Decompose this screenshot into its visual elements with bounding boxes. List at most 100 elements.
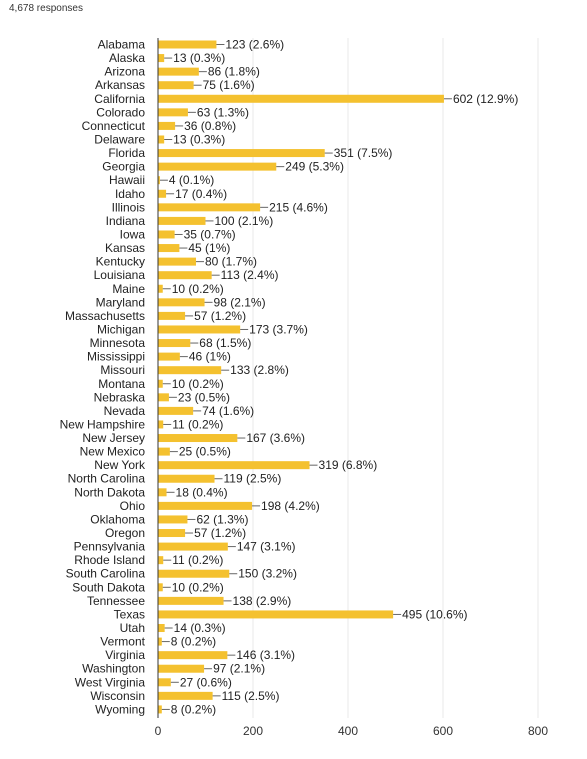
bar (158, 583, 163, 592)
category-label: New Mexico (80, 445, 146, 459)
bar (158, 162, 277, 171)
data-label: 602 (12.9%) (453, 92, 518, 106)
category-label: Florida (108, 146, 145, 160)
category-label: Illinois (112, 200, 145, 214)
data-label: 75 (1.6%) (203, 78, 255, 92)
category-label: Nebraska (94, 390, 146, 404)
bar (158, 447, 170, 456)
category-label: New Jersey (82, 431, 145, 445)
bar (158, 705, 162, 714)
category-label: Hawaii (109, 173, 145, 187)
category-label: Georgia (102, 160, 145, 174)
category-label: Colorado (96, 105, 145, 119)
data-label: 13 (0.3%) (173, 51, 225, 65)
category-label: Idaho (115, 187, 145, 201)
bar (158, 366, 222, 375)
category-label: North Carolina (68, 472, 146, 486)
data-label: 113 (2.4%) (221, 268, 279, 282)
x-tick-label: 400 (338, 724, 358, 738)
bar (158, 108, 188, 117)
bar (158, 515, 188, 524)
bar (158, 569, 230, 578)
bar (158, 461, 310, 470)
x-tick-label: 200 (243, 724, 263, 738)
category-label: Alabama (98, 38, 146, 52)
category-label: Delaware (94, 132, 145, 146)
bar (158, 284, 163, 293)
category-label: New York (94, 458, 146, 472)
data-label: 215 (4.6%) (269, 200, 328, 214)
data-label: 319 (6.8%) (319, 458, 378, 472)
data-label: 4 (0.1%) (169, 173, 214, 187)
category-label: Ohio (120, 499, 146, 513)
data-label: 98 (2.1%) (214, 295, 266, 309)
bar (158, 637, 162, 646)
category-label: Louisiana (94, 268, 146, 282)
category-label: Minnesota (90, 336, 146, 350)
category-label: Alaska (109, 51, 145, 65)
category-label: Connecticut (82, 119, 146, 133)
bar (158, 325, 241, 334)
data-label: 249 (5.3%) (285, 160, 344, 174)
bar (158, 135, 165, 144)
data-label: 18 (0.4%) (176, 485, 228, 499)
data-label: 97 (2.1%) (213, 662, 265, 676)
data-label: 74 (1.6%) (202, 404, 254, 418)
category-label: Wisconsin (90, 689, 145, 703)
category-label: Vermont (100, 635, 145, 649)
data-label: 11 (0.2%) (172, 553, 223, 567)
category-label: Arizona (104, 65, 145, 79)
data-label: 115 (2.5%) (222, 689, 280, 703)
bar (158, 94, 444, 103)
bar (158, 54, 165, 63)
data-label: 100 (2.1%) (215, 214, 274, 228)
response-count: 4,678 responses (9, 3, 83, 14)
bar (158, 244, 180, 253)
bar (158, 556, 164, 565)
data-label: 36 (0.8%) (184, 119, 236, 133)
data-label: 27 (0.6%) (180, 675, 232, 689)
data-label: 80 (1.7%) (205, 255, 257, 269)
bar (158, 379, 163, 388)
bar (158, 298, 205, 307)
bar (158, 339, 191, 348)
data-label: 167 (3.6%) (246, 431, 305, 445)
category-label: Massachusetts (65, 309, 145, 323)
x-tick-label: 0 (155, 724, 162, 738)
category-label: Indiana (106, 214, 146, 228)
bar (158, 678, 171, 687)
data-label: 138 (2.9%) (233, 594, 292, 608)
category-label: Wyoming (95, 702, 145, 716)
data-label: 13 (0.3%) (173, 132, 225, 146)
bar (158, 488, 167, 497)
bar (158, 393, 169, 402)
bar (158, 40, 217, 49)
bar (158, 596, 224, 605)
bar (158, 434, 238, 443)
category-label: North Dakota (74, 485, 145, 499)
category-label: Michigan (97, 322, 145, 336)
category-label: California (94, 92, 145, 106)
category-label: Texas (114, 607, 145, 621)
data-label: 45 (1%) (188, 241, 230, 255)
data-label: 14 (0.3%) (174, 621, 226, 635)
bar (158, 651, 228, 660)
category-label: Virginia (105, 648, 145, 662)
category-label: Montana (98, 377, 145, 391)
bar (158, 529, 186, 538)
bar (158, 271, 212, 280)
bar (158, 610, 394, 619)
data-label: 351 (7.5%) (334, 146, 393, 160)
category-label: West Virginia (75, 675, 146, 689)
data-label: 198 (4.2%) (261, 499, 320, 513)
data-label: 8 (0.2%) (171, 635, 216, 649)
data-label: 63 (1.3%) (197, 105, 249, 119)
bar (158, 691, 213, 700)
bar (158, 624, 165, 633)
data-label: 57 (1.2%) (194, 526, 246, 540)
data-label: 86 (1.8%) (208, 65, 260, 79)
category-label: Kansas (105, 241, 145, 255)
bar (158, 216, 206, 225)
category-label: Tennessee (87, 594, 145, 608)
